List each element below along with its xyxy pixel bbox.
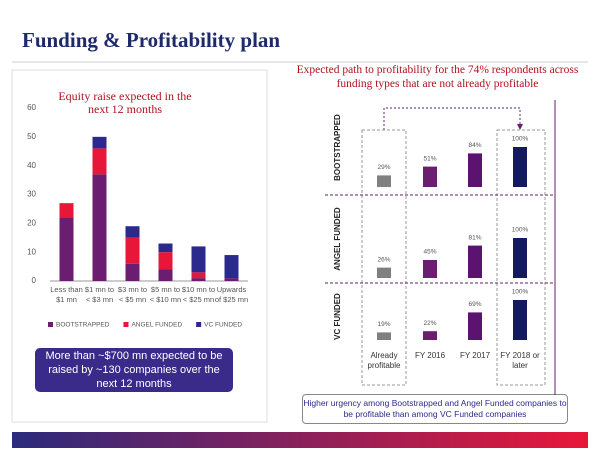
y-tick-label: 10	[27, 247, 36, 256]
x-tick-label: FY 2016	[414, 351, 446, 360]
bar	[468, 245, 482, 278]
x-tick-label: $5 mn to < $10 mn	[149, 285, 182, 304]
value-label: 45%	[423, 249, 436, 256]
bar-segment	[59, 203, 74, 218]
highlight-box	[361, 129, 407, 386]
y-tick-label: 40	[27, 161, 36, 170]
value-label: 100%	[512, 227, 529, 234]
legend-swatch	[48, 322, 53, 327]
left-chart-title: Equity raise expected in the next 12 mon…	[58, 90, 192, 116]
value-label: 22%	[423, 320, 436, 327]
bar-segment	[224, 278, 239, 281]
bar	[377, 175, 391, 187]
left-title-box: Equity raise expected in the next 12 mon…	[58, 90, 192, 116]
x-tick-label: $1 mn to < $3 mn	[84, 285, 115, 304]
value-label: 81%	[468, 234, 481, 241]
panel-label: VC FUNDED	[333, 293, 342, 340]
bar-segment	[125, 263, 140, 281]
legend-swatch	[123, 322, 129, 327]
x-tick-label-box: $5 mn to < $10 mn	[149, 285, 182, 304]
bar-segment	[191, 278, 206, 281]
bar	[468, 153, 482, 187]
x-tick-label-box: FY 2016	[414, 351, 446, 360]
bar-segment	[158, 252, 173, 270]
bar	[513, 238, 527, 278]
panel-label: ANGEL FUNDED	[333, 207, 342, 271]
bar	[513, 147, 527, 187]
value-label: 100%	[512, 289, 529, 296]
x-tick-label: $10 mn to < $25 mn	[181, 285, 216, 304]
y-tick-label: 30	[27, 190, 36, 199]
bar-segment	[92, 136, 107, 149]
value-label: 69%	[468, 301, 481, 308]
slide-title: Funding & Profitability plan	[22, 28, 280, 52]
value-label: 26%	[377, 256, 390, 263]
arrow	[383, 107, 523, 130]
legend-label: VC FUNDED	[204, 322, 242, 329]
note-right-box: Higher urgency among Bootstrapped and An…	[302, 394, 568, 424]
right-title-box: Expected path to profitability for the 7…	[296, 64, 579, 90]
legend-label: ANGEL FUNDED	[131, 322, 182, 329]
bar-segment	[224, 255, 239, 279]
bar	[468, 312, 482, 340]
right-chart-title: Expected path to profitability for the 7…	[296, 64, 579, 90]
bar-segment	[158, 243, 173, 253]
x-tick-label: Already profitable	[367, 351, 401, 370]
x-tick-label: $3 mn to < $5 mn	[117, 285, 148, 304]
x-tick-label: Less than $1 mn	[50, 285, 83, 304]
x-tick-label: Upwards of $25 mn	[214, 285, 249, 304]
bar-segment	[191, 246, 206, 273]
note-right: Higher urgency among Bootstrapped and An…	[302, 394, 568, 424]
bar-segment	[92, 174, 107, 281]
bar-segment	[125, 237, 140, 264]
bar	[377, 332, 391, 340]
bar	[377, 267, 391, 278]
bar	[423, 331, 437, 340]
bar-segment	[125, 226, 140, 238]
y-tick-label: 60	[27, 103, 36, 112]
note-left-box: More than ~$700 mn expected to be raised…	[35, 348, 233, 392]
x-tick-label-box: FY 2018 or later	[500, 351, 540, 370]
x-tick-label-box: Already profitable	[367, 351, 401, 370]
highlight-box	[496, 129, 546, 386]
legend-label: BOOTSTRAPPED	[56, 322, 110, 329]
value-label: 19%	[377, 321, 390, 328]
footer-band	[12, 432, 588, 448]
value-label: 29%	[377, 164, 390, 171]
note-left: More than ~$700 mn expected to be raised…	[35, 348, 233, 392]
value-label: 84%	[468, 142, 481, 149]
value-label: 51%	[423, 155, 436, 162]
bar-segment	[59, 217, 74, 281]
bar-segment	[158, 269, 173, 281]
x-tick-label-box: $1 mn to < $3 mn	[84, 285, 115, 304]
legend-swatch	[196, 322, 202, 327]
value-label: 100%	[512, 136, 529, 143]
bar	[423, 260, 437, 278]
bar	[423, 166, 437, 187]
x-tick-label-box: $3 mn to < $5 mn	[117, 285, 148, 304]
x-tick-label: FY 2018 or later	[500, 351, 540, 370]
x-tick-label-box: $10 mn to < $25 mn	[181, 285, 216, 304]
y-tick-label: 50	[27, 132, 36, 141]
left-frame	[11, 69, 268, 423]
y-tick-label: 0	[32, 276, 37, 285]
x-tick-label: FY 2017	[459, 351, 491, 360]
bar-segment	[92, 148, 107, 175]
x-tick-label-box: FY 2017	[459, 351, 491, 360]
y-tick-label: 20	[27, 218, 36, 227]
x-tick-label-box: Less than $1 mn	[50, 285, 83, 304]
panel-label: BOOTSTRAPPED	[333, 114, 342, 181]
bar	[513, 300, 527, 340]
x-tick-label-box: Upwards of $25 mn	[214, 285, 249, 304]
bar-segment	[191, 272, 206, 279]
